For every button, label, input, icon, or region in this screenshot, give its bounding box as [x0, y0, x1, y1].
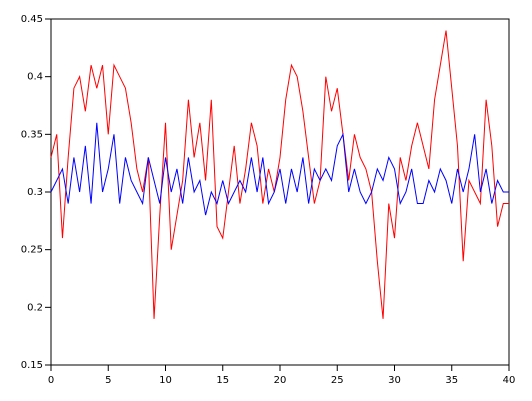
x-tick-label: 15 [216, 375, 229, 386]
series-line [50, 122, 509, 216]
plot-frame [50, 18, 510, 366]
x-tick-label: 20 [274, 375, 287, 386]
y-tick-label: 0.2 [27, 302, 43, 313]
x-tick-label: 35 [445, 375, 458, 386]
y-tick-label: 0.45 [21, 14, 43, 25]
y-tick-label: 0.3 [27, 187, 43, 198]
x-tick-label: 30 [388, 375, 401, 386]
y-tick-label: 0.15 [21, 360, 43, 371]
x-tick-label: 25 [331, 375, 344, 386]
y-tick-label: 0.35 [21, 129, 43, 140]
series-line [50, 30, 509, 319]
x-tick-label: 40 [503, 375, 516, 386]
x-tick-label: 10 [159, 375, 172, 386]
x-tick-label: 5 [105, 375, 111, 386]
y-tick-label: 0.25 [21, 245, 43, 256]
y-tick-label: 0.4 [27, 72, 43, 83]
x-tick-label: 0 [48, 375, 54, 386]
